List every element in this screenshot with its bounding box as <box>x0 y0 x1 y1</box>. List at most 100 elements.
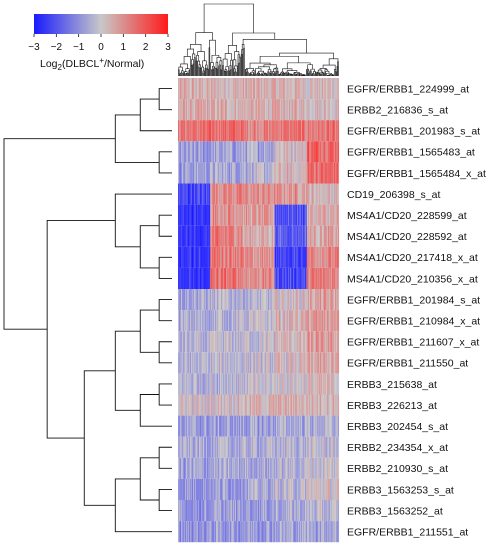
heatmap-cell <box>337 141 339 163</box>
heatmap-cell <box>260 141 261 163</box>
heatmap-cell <box>255 141 257 163</box>
heatmap-cell <box>318 289 319 311</box>
heatmap-cell <box>320 246 322 268</box>
row-label: CD19_206398_s_at <box>347 189 440 201</box>
heatmap-cell <box>332 352 334 374</box>
heatmap-cell <box>283 204 285 226</box>
heatmap-cell <box>222 457 224 479</box>
heatmap-cell <box>261 162 263 184</box>
heatmap-cell <box>178 289 180 311</box>
heatmap-cell <box>224 478 226 500</box>
heatmap-cell <box>323 394 325 416</box>
heatmap-cell <box>323 478 325 500</box>
heatmap-cell <box>252 352 253 374</box>
heatmap-cell <box>212 415 214 437</box>
heatmap-cell <box>239 99 241 121</box>
heatmap-cell <box>289 310 290 332</box>
heatmap-cell <box>242 521 244 543</box>
heatmap-cell <box>316 141 318 163</box>
column-dendrogram-branch <box>195 32 213 45</box>
heatmap-cell <box>274 373 276 395</box>
heatmap-cell <box>276 373 278 395</box>
heatmap-cell <box>192 120 194 142</box>
heatmap-cell <box>306 331 307 353</box>
heatmap-cell <box>230 246 232 268</box>
heatmap-cell <box>279 331 281 353</box>
heatmap-cell <box>301 373 303 395</box>
heatmap-cell <box>314 521 315 543</box>
heatmap-cell <box>302 436 304 458</box>
heatmap-cell <box>293 162 294 184</box>
heatmap-cell <box>200 478 202 500</box>
heatmap-cell <box>300 99 302 121</box>
heatmap-cell <box>330 521 332 543</box>
heatmap-cell <box>239 415 241 437</box>
heatmap-cell <box>285 415 287 437</box>
heatmap-cell <box>231 141 232 163</box>
heatmap-cell <box>179 78 181 100</box>
heatmap-cell <box>309 436 311 458</box>
heatmap-cell <box>239 394 241 416</box>
heatmap-cell <box>186 373 188 395</box>
heatmap-cell <box>228 120 230 142</box>
heatmap-cell <box>214 457 216 479</box>
heatmap-cell <box>281 394 283 416</box>
heatmap-cell <box>272 500 274 522</box>
heatmap-cell <box>197 183 199 205</box>
heatmap-cell <box>266 310 268 332</box>
heatmap-cell <box>332 289 334 311</box>
heatmap-cell <box>330 289 332 311</box>
heatmap-cell <box>238 457 240 479</box>
heatmap-cell <box>188 289 190 311</box>
heatmap-cell <box>202 246 204 268</box>
heatmap-cell <box>202 331 204 353</box>
heatmap-cell <box>188 373 190 395</box>
heatmap-cell <box>189 478 191 500</box>
heatmap-cell <box>307 310 309 332</box>
heatmap-cell <box>308 183 310 205</box>
heatmap-cell <box>290 120 292 142</box>
heatmap-cell <box>292 246 294 268</box>
heatmap-cell <box>233 352 235 374</box>
heatmap-cell <box>198 141 200 163</box>
heatmap-cell <box>325 289 327 311</box>
heatmap-cell <box>257 436 259 458</box>
heatmap-cell <box>288 99 290 121</box>
heatmap-cell <box>243 500 245 522</box>
heatmap-cell <box>293 78 295 100</box>
heatmap-cell <box>324 457 326 479</box>
heatmap-cell <box>327 373 329 395</box>
heatmap-cell <box>275 521 277 543</box>
heatmap-cell <box>225 99 227 121</box>
heatmap-cell <box>245 141 247 163</box>
heatmap-cell <box>334 141 336 163</box>
heatmap-cell <box>215 246 217 268</box>
heatmap-cell <box>202 394 204 416</box>
heatmap-cell <box>268 373 270 395</box>
heatmap-cell <box>215 78 217 100</box>
heatmap-cell <box>182 352 184 374</box>
heatmap-cell <box>287 331 289 353</box>
heatmap-cell <box>285 120 286 142</box>
row-label: EGFR/ERBB1_201983_s_at <box>347 126 480 138</box>
heatmap-cell <box>338 141 340 163</box>
heatmap-cell <box>271 267 273 289</box>
heatmap-cell <box>193 120 195 142</box>
heatmap-cell <box>240 500 242 522</box>
heatmap-cell <box>336 204 338 226</box>
heatmap-cell <box>183 78 185 100</box>
heatmap-cell <box>184 141 186 163</box>
heatmap-cell <box>181 78 183 100</box>
heatmap-cell <box>293 162 295 184</box>
heatmap-cell <box>317 352 319 374</box>
heatmap-cell <box>200 120 202 142</box>
heatmap-cell <box>323 120 325 142</box>
heatmap-cell <box>226 120 228 142</box>
heatmap-cell <box>289 500 290 522</box>
heatmap-cell <box>242 352 244 374</box>
heatmap-cell <box>280 225 282 247</box>
heatmap-cell <box>248 183 249 205</box>
heatmap-cell <box>285 310 286 332</box>
heatmap-cell <box>285 478 286 500</box>
heatmap-cell <box>305 500 307 522</box>
